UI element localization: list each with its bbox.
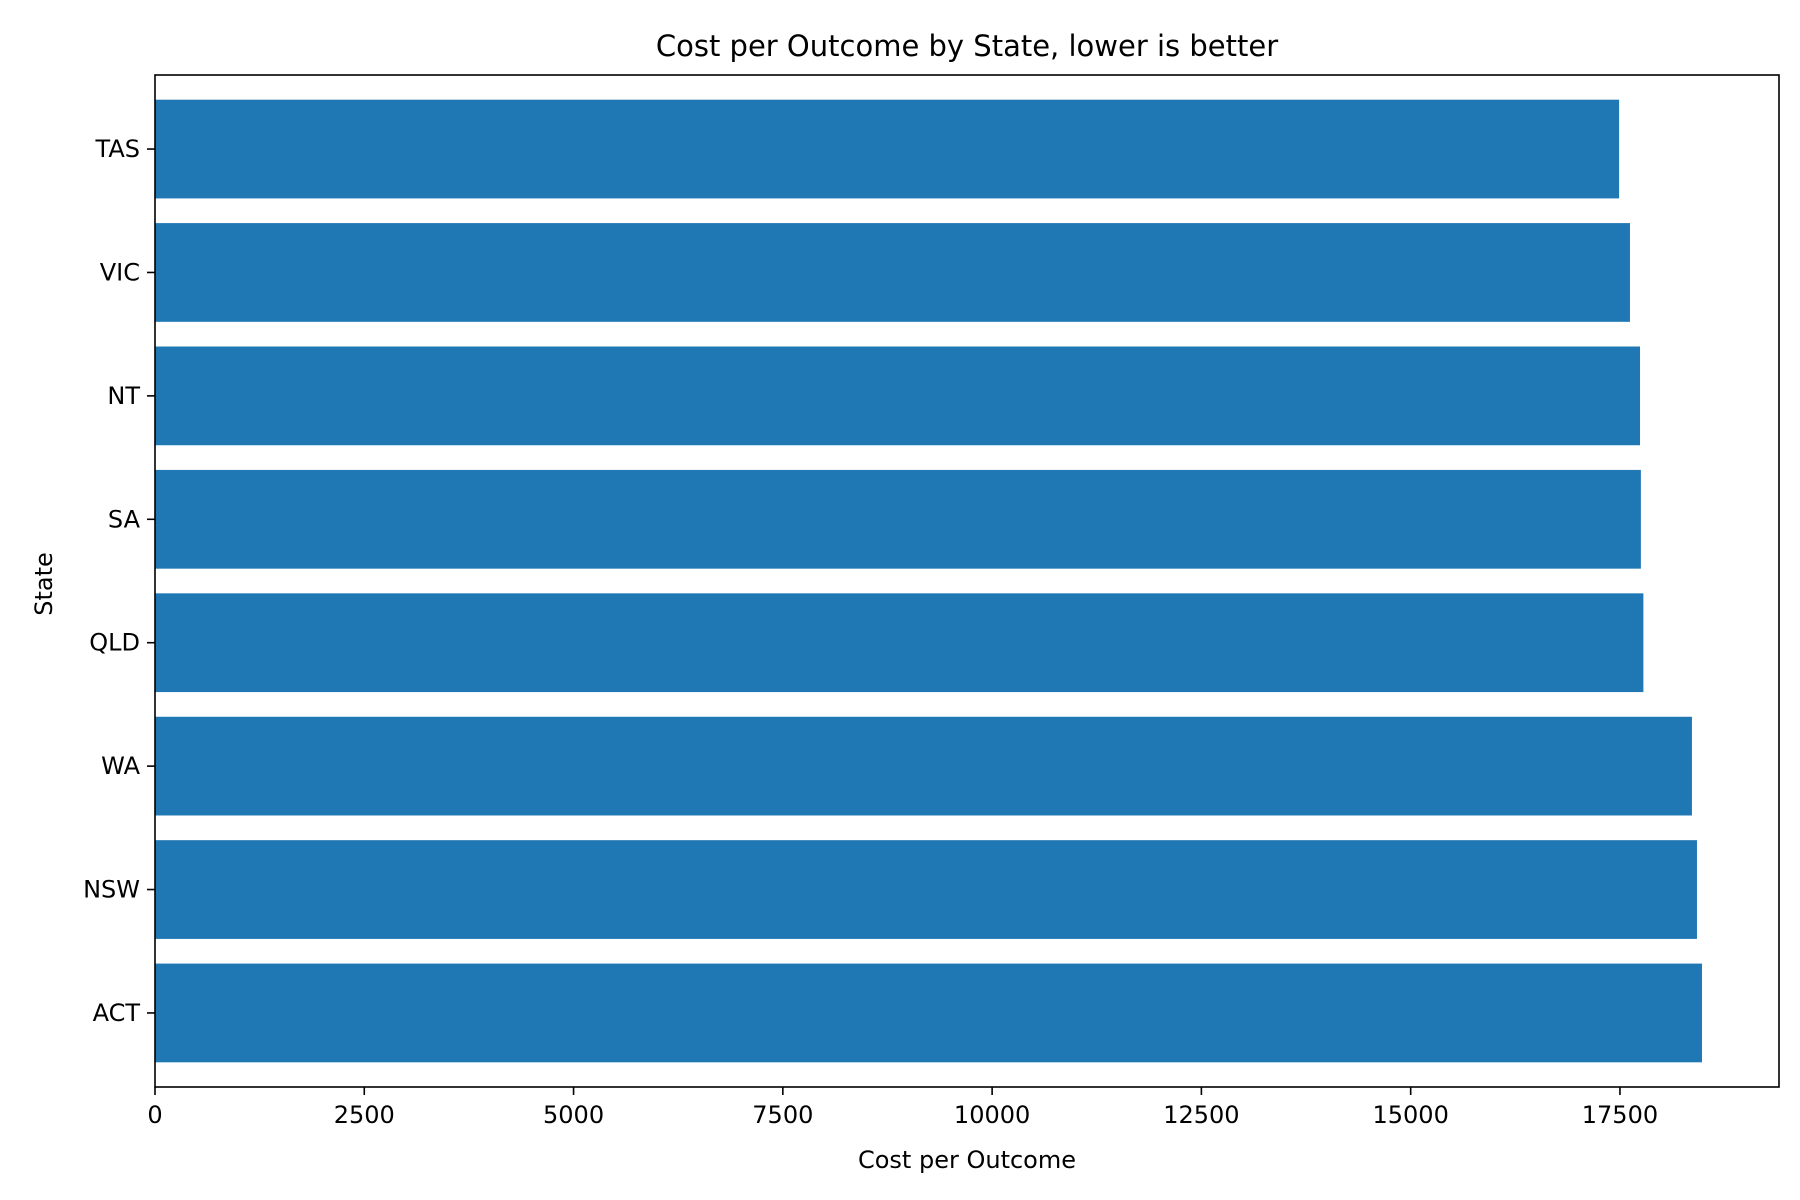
x-tick-label-0: 0 <box>147 1101 162 1129</box>
chart-title: Cost per Outcome by State, lower is bett… <box>656 29 1278 63</box>
bars-group <box>155 99 1702 1063</box>
bar-wa <box>155 716 1692 816</box>
bar-act <box>155 963 1702 1063</box>
bar-sa <box>155 469 1641 569</box>
x-tick-label-5000: 5000 <box>543 1101 604 1129</box>
bar-tas <box>155 99 1620 199</box>
y-tick-label-vic: VIC <box>100 258 140 286</box>
bar-qld <box>155 593 1644 693</box>
y-tick-label-nsw: NSW <box>83 876 140 904</box>
x-tick-label-12500: 12500 <box>1163 1101 1239 1129</box>
y-axis-ticks: ACT NSW WA QLD SA NT VIC TAS <box>83 135 155 1027</box>
x-axis-title: Cost per Outcome <box>858 1146 1076 1174</box>
x-tick-label-10000: 10000 <box>954 1101 1030 1129</box>
y-tick-label-sa: SA <box>108 505 141 533</box>
plot-area-frame <box>154 74 1780 1088</box>
bar-nt <box>155 346 1641 446</box>
y-tick-label-qld: QLD <box>89 629 140 657</box>
x-axis-ticks: 0 2500 5000 7500 10000 12500 15000 17500 <box>147 1087 1658 1129</box>
y-tick-label-tas: TAS <box>95 135 140 163</box>
x-tick-label-7500: 7500 <box>752 1101 813 1129</box>
x-tick-label-15000: 15000 <box>1372 1101 1448 1129</box>
bar-vic <box>155 223 1630 322</box>
y-tick-label-act: ACT <box>93 999 141 1027</box>
x-tick-label-17500: 17500 <box>1582 1101 1658 1129</box>
bar-nsw <box>155 840 1697 939</box>
y-tick-label-wa: WA <box>101 752 140 780</box>
y-tick-label-nt: NT <box>107 382 140 410</box>
x-tick-label-2500: 2500 <box>334 1101 395 1129</box>
y-axis-title: State <box>30 552 58 616</box>
